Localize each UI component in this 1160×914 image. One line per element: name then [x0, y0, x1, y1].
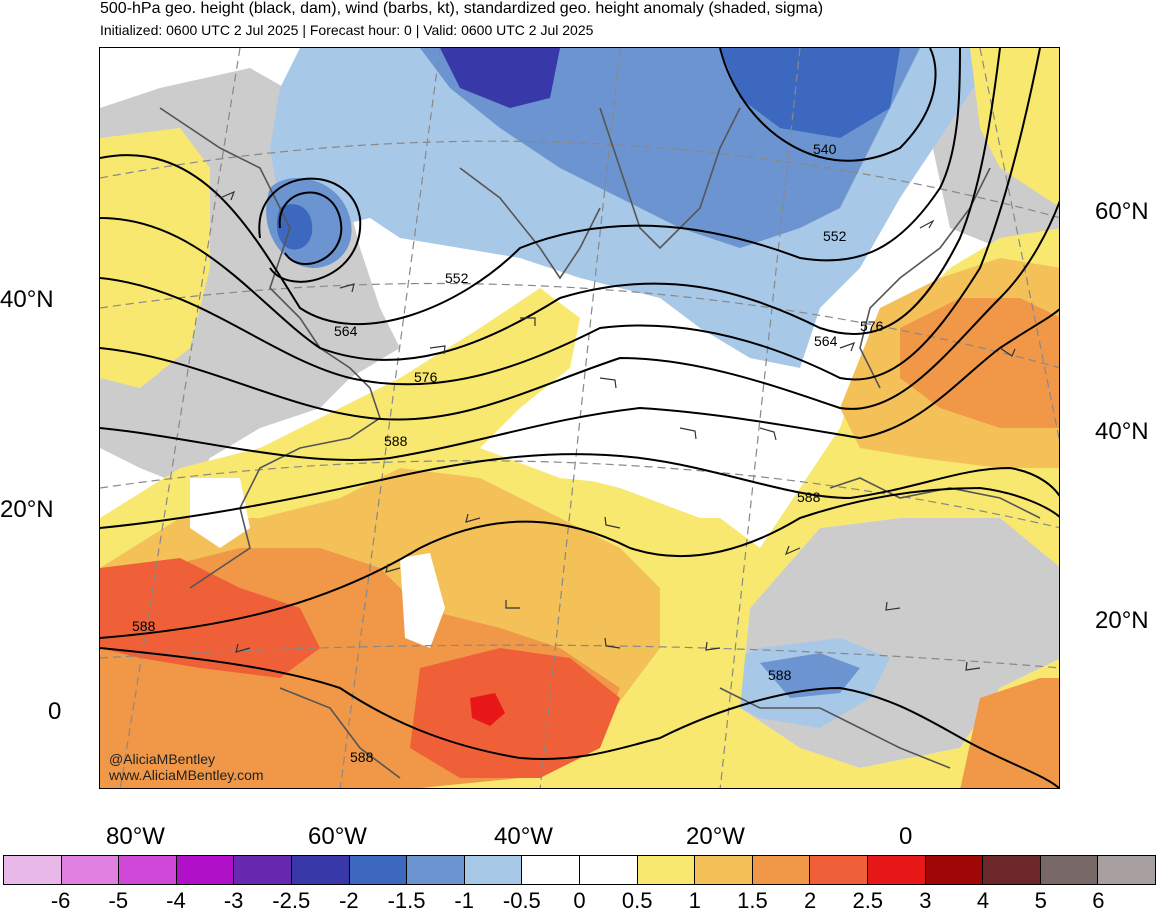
red-anomaly-core [470, 693, 505, 726]
contour-label: 540 [813, 141, 837, 157]
colorbar-segment [234, 856, 292, 884]
white-anomaly-patch-1 [190, 478, 250, 548]
blue-anomaly-canada-core [276, 204, 313, 250]
colorbar-tick-label: 4 [976, 888, 990, 913]
contour-label: 576 [414, 369, 438, 385]
contour-label: 588 [350, 749, 374, 765]
colorbar-segment [983, 856, 1041, 884]
colorbar-segment [810, 856, 868, 884]
height-contours [100, 48, 1059, 788]
colorbar-tick-label: 1 [688, 888, 701, 913]
contour-label: 588 [132, 618, 156, 634]
colorbar-segment [925, 856, 984, 884]
colorbar-segment [752, 856, 811, 884]
map-title: 500-hPa geo. height (black, dam), wind (… [100, 0, 824, 17]
colorbar-tick-label: 0.5 [621, 888, 653, 913]
contour-label: 552 [823, 228, 847, 244]
colorbar-segment [119, 856, 177, 884]
credit-handle: @AliciaMBentley [109, 751, 216, 767]
colorbar-tick-label: 0 [573, 888, 586, 913]
yellow-anomaly-norway [970, 48, 1059, 207]
colorbar-segment [637, 856, 696, 884]
colorbar-tick-label: -0.5 [502, 888, 541, 913]
white-anomaly-patch-2 [400, 553, 445, 648]
yellow-anomaly-northwest [100, 128, 210, 388]
colorbar-tick-label: -2 [339, 888, 359, 913]
colorbar-segment [867, 856, 926, 884]
colorbar-tick-label: 6 [1092, 888, 1105, 913]
lat-label-left: 20°N [0, 496, 54, 523]
contour-label: 564 [334, 323, 358, 339]
contour-label: 588 [384, 433, 408, 449]
orange-anomaly-southeast [960, 678, 1059, 788]
colorbar-segment [61, 856, 120, 884]
lat-label-right: 20°N [1095, 607, 1149, 634]
map-subtitle: Initialized: 0600 UTC 2 Jul 2025 | Forec… [100, 22, 594, 38]
lat-label-left: 0 [48, 698, 62, 725]
colorbar-segment [4, 856, 62, 884]
colorbar-tick-label: -6 [50, 888, 71, 913]
colorbar-tick-label: 2.5 [852, 888, 884, 913]
anomaly-colorbar [3, 855, 1156, 885]
colorbar-segment [1040, 856, 1099, 884]
contour-label: 564 [814, 333, 838, 349]
blue-anomaly-africa-core [760, 653, 860, 698]
map-canvas: 540 552 552 564 564 576 576 588 588 588 … [100, 48, 1059, 788]
colorbar-tick-label: 2 [803, 888, 817, 913]
colorbar-tick-label: -2.5 [272, 888, 311, 913]
colorbar-segment [695, 856, 753, 884]
colorbar-segment [291, 856, 350, 884]
red-orange-anomaly-caribbean [100, 558, 320, 678]
blue-anomaly-core-1 [440, 48, 560, 108]
lat-label-right: 60°N [1095, 198, 1149, 225]
colorbar-segment [407, 856, 465, 884]
wind-barbs [219, 190, 1016, 671]
weather-map: 540 552 552 564 564 576 576 588 588 588 … [99, 47, 1060, 789]
colorbar-tick-label: -1.5 [387, 888, 426, 913]
contour-label: 552 [445, 270, 469, 286]
colorbar-tick-label: -3 [223, 888, 244, 913]
colorbar-tick-label: 1.5 [737, 888, 768, 913]
colorbar-tick-label: 5 [1034, 888, 1047, 913]
lon-label: 40°W [494, 823, 553, 850]
colorbar-segment [522, 856, 580, 884]
colorbar-segment [349, 856, 408, 884]
orange-anomaly-europe [900, 298, 1059, 428]
blue-anomaly-core-2 [720, 48, 900, 138]
lon-label: 60°W [308, 823, 367, 850]
colorbar-segment [464, 856, 523, 884]
lat-label-right: 40°N [1095, 418, 1149, 445]
colorbar-tick-label: 3 [919, 888, 932, 913]
colorbar-segment [176, 856, 235, 884]
lat-label-left: 40°N [0, 286, 54, 313]
contour-label: 576 [860, 318, 884, 334]
lon-label: 20°W [686, 823, 745, 850]
colorbar-tick-label: -4 [166, 888, 186, 913]
colorbar-tick-label: -1 [454, 888, 474, 913]
colorbar-segment [1098, 856, 1155, 884]
lon-label: 0 [899, 823, 913, 850]
contour-label: 588 [797, 489, 821, 505]
colorbar-tick-label: -5 [108, 888, 129, 913]
graticule [100, 48, 1059, 788]
lon-label: 80°W [106, 823, 165, 850]
white-anomaly-patch-central [480, 368, 820, 518]
credit-url[interactable]: www.AliciaMBentley.com [109, 767, 264, 783]
contour-label: 588 [768, 667, 792, 683]
colorbar-segment [579, 856, 638, 884]
